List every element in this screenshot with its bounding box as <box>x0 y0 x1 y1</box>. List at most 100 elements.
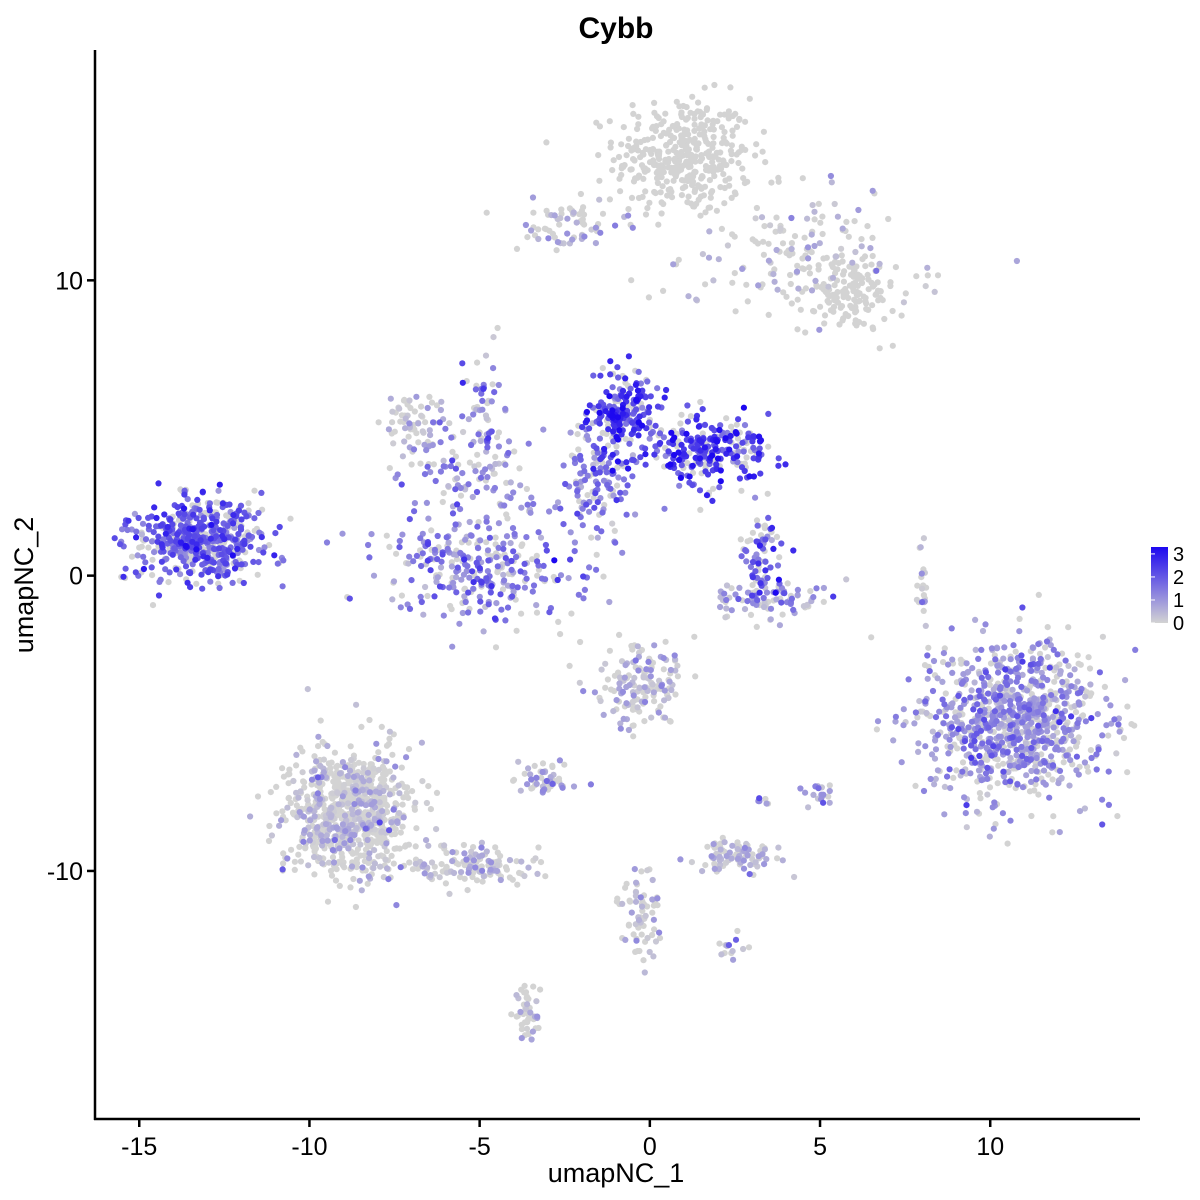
cell-point <box>922 622 929 630</box>
cell-point <box>358 723 365 731</box>
cell-point <box>614 364 621 371</box>
cell-point <box>465 589 472 596</box>
cell-point <box>245 500 252 507</box>
cell-point <box>757 580 764 587</box>
cell-point <box>609 407 616 414</box>
cell-point <box>838 252 845 259</box>
cell-point <box>774 286 781 293</box>
cell-point <box>794 262 801 269</box>
x-tick-label: 0 <box>643 1133 657 1161</box>
cell-point <box>655 709 662 716</box>
cell-point <box>424 404 431 412</box>
cell-point <box>1014 781 1021 788</box>
cell-point <box>634 125 641 133</box>
cell-point <box>645 294 653 301</box>
cell-point <box>852 248 859 256</box>
cell-point <box>1040 712 1047 719</box>
cell-point <box>632 657 639 664</box>
cell-point <box>760 251 768 258</box>
cell-point <box>807 588 814 595</box>
cell-point <box>1044 654 1051 661</box>
cell-point <box>472 468 479 475</box>
cell-point <box>579 505 586 512</box>
cell-point <box>799 175 806 182</box>
cell-point <box>584 492 591 499</box>
cell-point <box>734 927 741 935</box>
cell-point <box>924 264 931 271</box>
cell-point <box>1007 701 1014 708</box>
cell-point <box>448 606 455 613</box>
cell-point <box>366 554 373 561</box>
cell-point <box>224 522 231 530</box>
cell-point <box>339 759 346 766</box>
cell-point <box>920 607 927 615</box>
cell-point <box>932 746 940 753</box>
cell-point <box>470 857 477 864</box>
cell-point <box>454 564 461 571</box>
cell-point <box>657 189 664 196</box>
cell-point <box>603 469 610 476</box>
cell-point <box>418 562 425 570</box>
cell-point <box>494 849 501 856</box>
cell-point <box>390 806 397 813</box>
cell-point <box>443 849 450 857</box>
cell-point <box>890 737 897 744</box>
cell-point <box>124 526 131 534</box>
cell-point <box>485 557 492 564</box>
cell-point <box>765 443 772 450</box>
cell-point <box>408 577 415 584</box>
cell-point <box>1041 744 1048 751</box>
cell-point <box>1050 724 1057 731</box>
cell-point <box>666 126 673 133</box>
cell-point <box>1013 728 1020 735</box>
cell-point <box>735 595 742 603</box>
cell-point <box>189 526 196 533</box>
cell-point <box>1060 759 1067 766</box>
cell-point <box>1004 681 1011 689</box>
cell-point <box>678 135 685 142</box>
cell-point <box>614 458 622 465</box>
cell-point <box>1010 642 1017 649</box>
cell-point <box>763 800 770 807</box>
cell-point <box>436 583 444 590</box>
cell-point <box>710 126 717 133</box>
cell-point <box>311 853 318 861</box>
cell-point <box>743 558 750 565</box>
cell-point <box>852 279 859 286</box>
cell-point <box>390 860 397 867</box>
cell-point <box>775 844 782 851</box>
cell-point <box>323 774 330 781</box>
cell-point <box>774 562 782 569</box>
cell-point <box>648 714 655 721</box>
cell-point <box>922 283 929 290</box>
cell-point <box>449 457 456 464</box>
cell-point <box>180 558 187 565</box>
cell-point <box>982 621 989 628</box>
x-tick-label: -5 <box>469 1133 491 1161</box>
cell-point <box>518 1035 525 1042</box>
cell-point <box>1116 728 1123 735</box>
cell-point <box>500 540 507 547</box>
cell-point <box>213 518 220 525</box>
cell-point <box>1001 644 1008 651</box>
cell-point <box>628 909 635 916</box>
cell-point <box>237 502 245 509</box>
cell-point <box>315 733 322 740</box>
cell-point <box>1105 768 1112 775</box>
x-axis-title: umapNC_1 <box>548 1158 685 1188</box>
cell-point <box>599 365 606 372</box>
cell-point <box>663 386 670 394</box>
cell-point <box>492 460 499 468</box>
cell-point <box>764 490 771 497</box>
cell-point <box>437 439 444 446</box>
cell-point <box>744 298 751 305</box>
cell-point <box>348 756 355 764</box>
cell-point <box>852 309 859 316</box>
cell-point <box>463 567 470 575</box>
cell-point <box>610 438 617 445</box>
cell-point <box>741 606 749 613</box>
cell-point <box>745 944 753 951</box>
cell-point <box>1082 693 1089 700</box>
cell-point <box>266 822 273 830</box>
cell-point <box>924 272 931 279</box>
